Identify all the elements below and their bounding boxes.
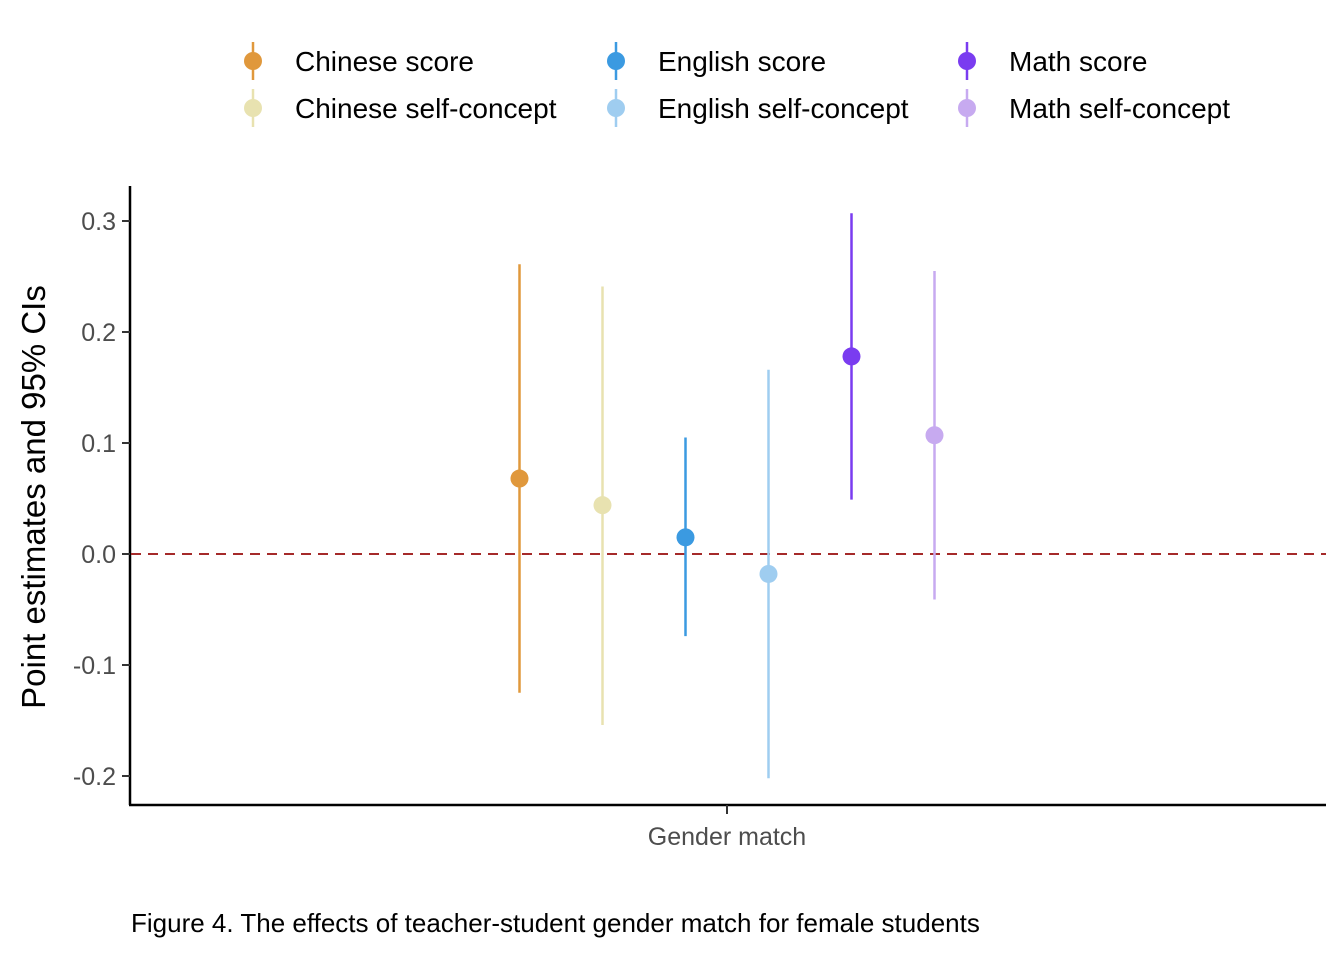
x-ticks: Gender match	[648, 805, 806, 851]
y-tick-label: 0.1	[81, 430, 116, 458]
point-estimate	[842, 347, 861, 366]
legend: Chinese score Chinese self-concept English…	[244, 42, 1230, 127]
legend-label: Math self-concept	[1009, 93, 1230, 124]
axes: -0.2 -0.1 0.0 0.1 0.2 0.3 Gender match	[73, 186, 1326, 851]
legend-item-4: Math score	[958, 42, 1148, 80]
point-range-3	[759, 369, 778, 779]
y-tick-label: 0.2	[81, 319, 116, 347]
point-range-1	[593, 286, 612, 725]
legend-item-1: Chinese self-concept	[244, 89, 557, 127]
legend-key-point	[244, 99, 262, 117]
legend-key-point	[607, 99, 625, 117]
point-estimate	[925, 426, 944, 445]
legend-item-0: Chinese score	[244, 42, 474, 80]
point-estimate	[593, 496, 612, 515]
x-tick-label: Gender match	[648, 823, 806, 851]
point-estimate	[676, 528, 695, 547]
point-range-2	[676, 437, 695, 637]
legend-item-5: Math self-concept	[958, 89, 1230, 127]
point-ranges	[510, 213, 944, 779]
legend-key-point	[958, 52, 976, 70]
legend-label: English self-concept	[658, 93, 909, 124]
legend-label: Chinese self-concept	[295, 93, 557, 124]
y-tick-label: -0.1	[73, 652, 116, 680]
legend-key-point	[958, 99, 976, 117]
point-range-4	[842, 213, 861, 500]
y-tick-label: 0.3	[81, 208, 116, 236]
point-range-5	[925, 270, 944, 600]
legend-item-3: English self-concept	[607, 89, 909, 127]
point-range-0	[510, 264, 529, 693]
legend-label: Math score	[1009, 46, 1148, 77]
y-tick-label: -0.2	[73, 763, 116, 791]
y-ticks: -0.2 -0.1 0.0 0.1 0.2 0.3	[73, 208, 130, 791]
y-axis-title: Point estimates and 95% CIs	[15, 285, 52, 709]
legend-label: English score	[658, 46, 826, 77]
legend-item-2: English score	[607, 42, 826, 80]
point-estimate	[510, 469, 529, 488]
y-tick-label: 0.0	[81, 541, 116, 569]
point-estimate	[759, 564, 778, 583]
figure-caption: Figure 4. The effects of teacher-student…	[131, 908, 980, 938]
legend-key-point	[607, 52, 625, 70]
legend-key-point	[244, 52, 262, 70]
legend-label: Chinese score	[295, 46, 474, 77]
